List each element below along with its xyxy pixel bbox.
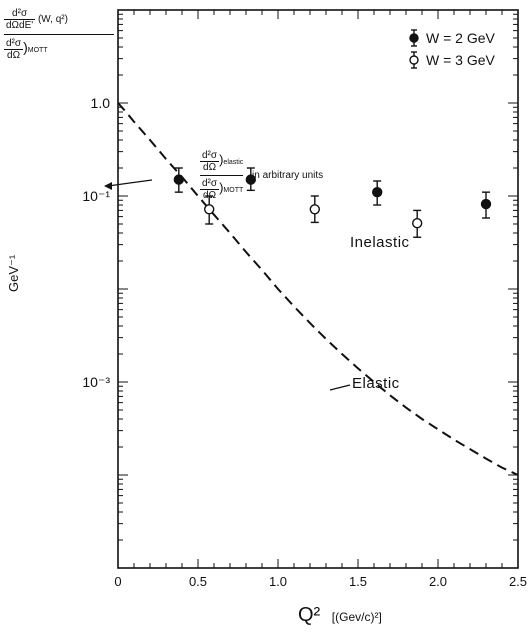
y-tick-label: 10⁻³ [82,374,110,390]
elastic-den-fraction: d²σ dΩ [200,178,220,201]
y-tick-label: 1.0 [91,95,111,111]
y-tick-label: 10⁻¹ [82,188,110,204]
x-axis-label: Q² [298,604,321,626]
elastic-den-num: d²σ [200,178,220,190]
y-label-main-fraction: d²σ dΩdE' [4,8,36,31]
x-tick-label: 1.5 [349,574,367,589]
data-point-w3 [412,217,423,229]
y-label-mott-sub: MOTT [27,47,48,55]
x-axis-title: Q² [(Gev/c)²] [298,604,382,627]
plot-axes [117,9,519,569]
data-points [173,167,492,238]
y-label-main-denominator: dΩdE' [6,20,34,31]
x-axis-unit: [(Gev/c)²] [331,610,382,624]
x-tick-label: 0 [114,574,121,589]
elastic-label: Elastic [352,375,400,392]
annotation-arrow-line [107,179,153,187]
elastic-pointer-line [329,384,351,391]
axis-ticks: 0 0.5 1.0 1.5 2.0 2.5 1.0 10⁻¹ 10⁻³ [82,10,527,589]
data-point-w3 [309,204,320,215]
legend-label: W = 3 GeV [426,52,496,68]
legend-marker-w2 [409,33,419,43]
legend-label: W = 2 GeV [426,30,496,46]
x-tick-label: 0.5 [189,574,207,589]
inelastic-label: Inelastic [350,234,410,251]
y-label-main-numerator: d²σ [4,8,36,20]
elastic-ratio-annotation: d²σ dΩ )elastic d²σ dΩ )MOTT in arbitrar… [200,150,324,201]
elastic-curve-line [117,102,519,476]
data-point-w2 [372,186,383,198]
annotation-arrowhead [104,182,112,190]
elastic-num-sub: elastic [223,159,244,167]
y-axis-quantity-label: d²σ dΩdE' (W, q²) d²σ dΩ )MOTT [4,8,114,61]
y-label-args: (W, q²) [37,14,68,26]
arbitrary-units-text: in arbitrary units [252,170,324,181]
x-tick-label: 2.5 [509,574,527,589]
elastic-num-den: dΩ [203,162,217,173]
legend-marker-w3 [409,55,419,65]
legend: W = 2 GeV W = 3 GeV [409,29,496,69]
data-point-w2 [480,198,492,210]
data-point-w2 [245,174,257,185]
y-side-unit-label: GeV⁻¹ [6,254,21,292]
elastic-num-fraction: d²σ dΩ [200,150,220,173]
elastic-den-den: dΩ [203,190,217,201]
data-point-w3 [203,204,215,215]
y-label-mott-fraction: d²σ dΩ [4,38,24,61]
y-label-mott-denominator: dΩ [7,50,21,61]
elastic-num-num: d²σ [200,150,220,162]
data-point-w2 [173,174,185,185]
y-label-mott-numerator: d²σ [4,38,24,50]
x-tick-label: 1.0 [269,574,287,589]
elastic-curve-group [117,102,519,476]
plot-frame [117,9,519,569]
x-tick-label: 2.0 [429,574,447,589]
elastic-den-sub: MOTT [223,187,244,195]
